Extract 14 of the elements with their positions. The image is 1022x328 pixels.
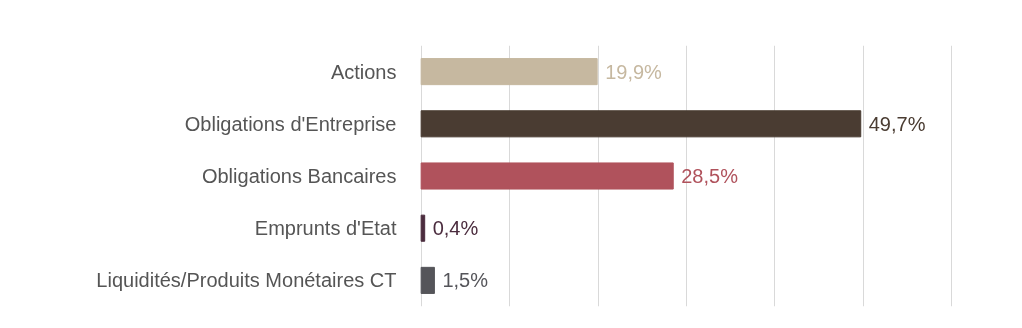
y-tick-label: Obligations Bancaires	[201, 165, 397, 187]
data-label: 28,5%	[681, 165, 739, 187]
bar	[420, 58, 598, 86]
data-label: 49,7%	[868, 112, 926, 135]
data-label: 19,9%	[605, 60, 663, 83]
y-tick-label: Emprunts d'Etat	[254, 217, 397, 240]
data-label: 1,5%	[442, 269, 489, 292]
y-tick-label: Actions	[330, 60, 397, 83]
bar	[420, 266, 435, 294]
bar	[420, 162, 674, 190]
bar	[420, 110, 862, 138]
data-label: 0,4%	[432, 217, 479, 240]
y-tick-label: Liquidités/Produits Monétaires CT	[96, 269, 397, 292]
y-tick-label: Obligations d'Entreprise	[184, 112, 397, 135]
